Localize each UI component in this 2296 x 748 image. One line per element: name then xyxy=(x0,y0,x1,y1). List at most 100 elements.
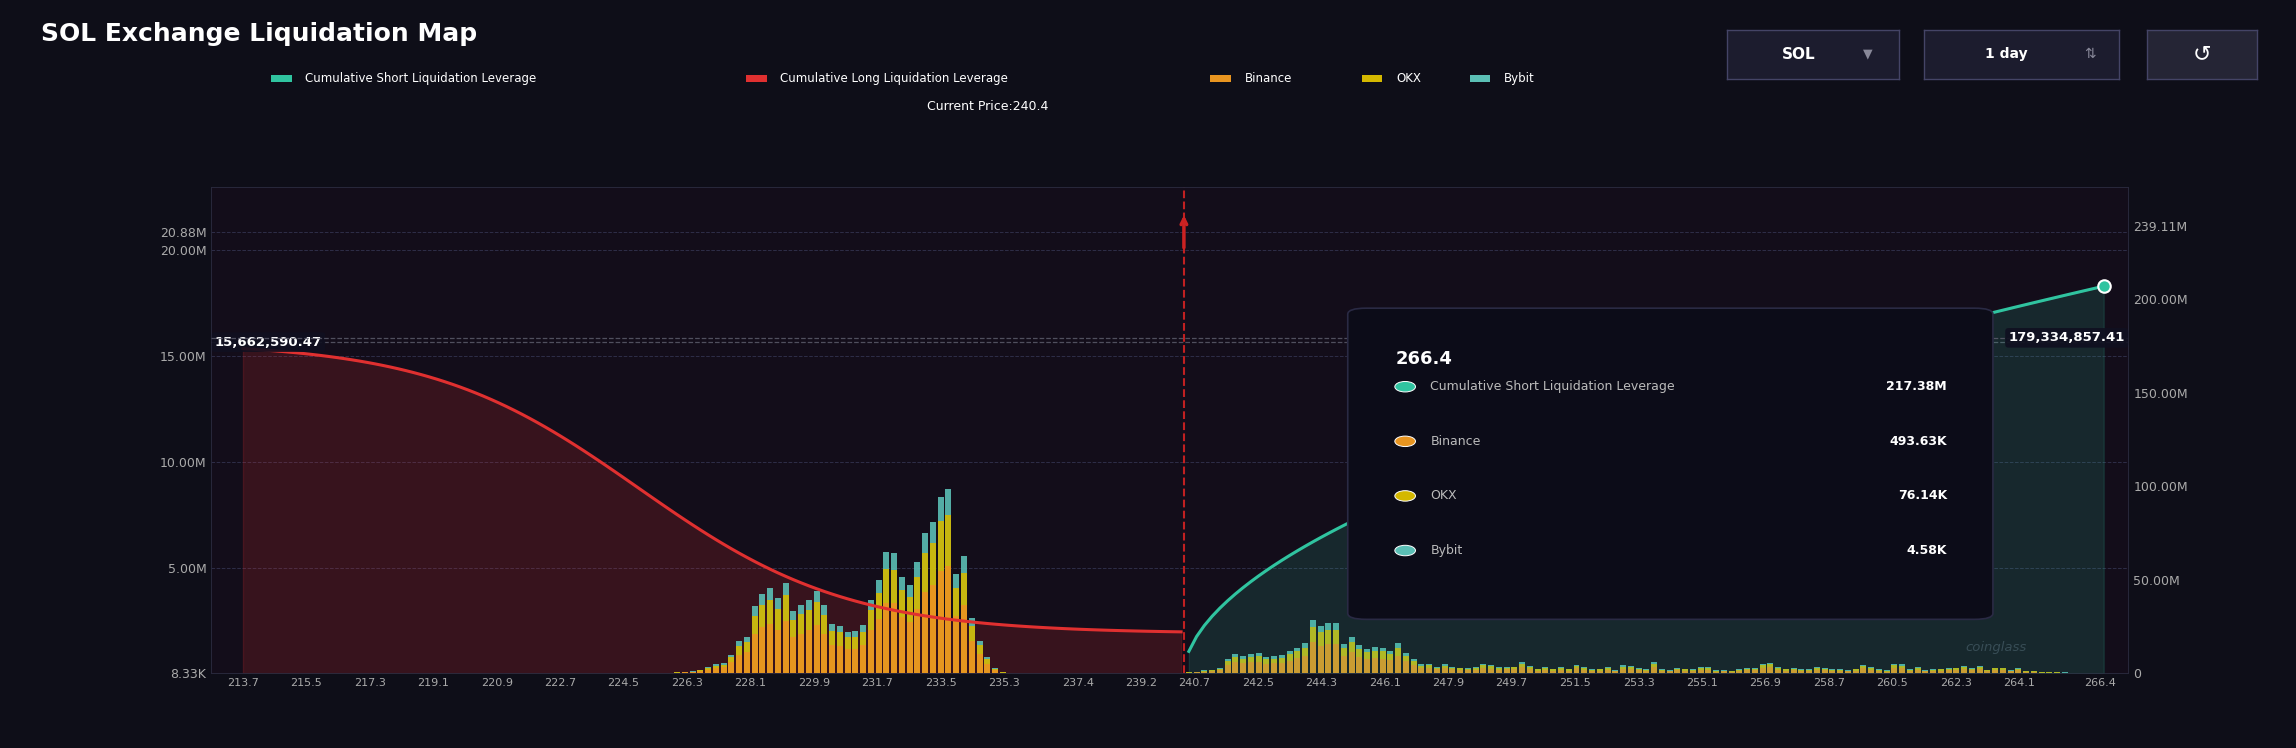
Bar xyxy=(1931,670,1936,673)
Bar xyxy=(1993,670,1998,673)
Bar xyxy=(829,624,836,673)
Bar xyxy=(1759,665,1766,673)
Bar xyxy=(1674,668,1681,673)
Bar xyxy=(1853,671,1860,673)
Bar xyxy=(1458,670,1463,673)
Bar xyxy=(1247,654,1254,673)
Bar xyxy=(1364,649,1371,673)
Bar xyxy=(976,641,983,673)
Bar xyxy=(1690,669,1697,673)
Bar xyxy=(767,600,774,673)
Bar xyxy=(1472,668,1479,673)
Bar xyxy=(838,625,843,673)
Bar xyxy=(1373,647,1378,673)
Bar xyxy=(868,600,875,673)
Bar xyxy=(1596,670,1603,673)
Bar xyxy=(1396,656,1401,673)
Bar xyxy=(1357,657,1362,673)
Bar xyxy=(1279,655,1286,673)
Bar xyxy=(1217,669,1224,673)
Bar xyxy=(1286,660,1293,673)
Bar xyxy=(712,664,719,673)
Bar xyxy=(923,533,928,673)
Bar xyxy=(689,672,696,673)
Bar xyxy=(1224,665,1231,673)
Bar xyxy=(1697,669,1704,673)
Bar xyxy=(1373,651,1378,673)
Bar xyxy=(1543,668,1548,673)
Text: 493.63K: 493.63K xyxy=(1890,435,1947,448)
Bar xyxy=(1683,671,1688,673)
Text: ⇅: ⇅ xyxy=(2085,47,2096,61)
Bar xyxy=(806,599,813,673)
Bar xyxy=(1240,657,1247,673)
Bar xyxy=(783,583,788,673)
Bar xyxy=(861,625,866,673)
Bar xyxy=(1325,623,1332,673)
Bar xyxy=(1752,670,1759,673)
Bar xyxy=(1954,670,1958,673)
Bar xyxy=(705,668,712,673)
Bar xyxy=(1713,672,1720,673)
Bar xyxy=(1589,671,1596,673)
Bar xyxy=(1573,669,1580,673)
Bar xyxy=(1334,630,1339,673)
Bar xyxy=(1185,672,1192,673)
Bar xyxy=(1396,643,1401,673)
Bar xyxy=(1908,669,1913,673)
Bar xyxy=(985,659,990,673)
Text: OKX: OKX xyxy=(1396,72,1421,85)
Bar xyxy=(1279,657,1286,673)
Bar xyxy=(1860,669,1867,673)
Bar xyxy=(1713,671,1720,673)
Bar xyxy=(1938,670,1945,673)
Bar xyxy=(1853,669,1860,673)
Bar xyxy=(1745,670,1750,673)
Bar xyxy=(900,577,905,673)
Bar xyxy=(1497,669,1502,673)
Bar xyxy=(1387,651,1394,673)
Bar xyxy=(1860,665,1867,673)
Bar xyxy=(1775,668,1782,673)
Bar xyxy=(845,649,852,673)
Bar xyxy=(737,646,742,673)
Bar xyxy=(1892,668,1896,673)
Bar xyxy=(1596,669,1603,673)
Bar xyxy=(914,562,921,673)
Bar xyxy=(751,634,758,673)
Bar xyxy=(1846,671,1851,673)
Bar xyxy=(1720,672,1727,673)
Bar xyxy=(1674,670,1681,673)
Bar xyxy=(937,497,944,673)
Bar xyxy=(1410,661,1417,673)
Bar xyxy=(930,543,937,673)
Bar xyxy=(1605,667,1609,673)
Bar xyxy=(1768,663,1773,673)
Bar xyxy=(907,622,914,673)
Bar xyxy=(1302,656,1309,673)
Bar xyxy=(845,631,852,673)
Bar xyxy=(1915,668,1922,673)
Bar xyxy=(675,672,680,673)
Bar xyxy=(1566,669,1573,673)
Bar xyxy=(1821,668,1828,673)
Bar xyxy=(2062,672,2069,673)
Bar xyxy=(962,557,967,673)
Bar xyxy=(1380,658,1387,673)
Bar xyxy=(1325,644,1332,673)
Bar xyxy=(813,591,820,673)
Bar xyxy=(1334,623,1339,673)
Bar xyxy=(937,521,944,673)
Bar xyxy=(822,605,827,673)
Bar xyxy=(1426,664,1433,673)
Bar xyxy=(1256,653,1261,673)
Bar xyxy=(2039,672,2046,673)
Bar xyxy=(1961,669,1968,673)
Bar xyxy=(682,672,689,673)
Bar xyxy=(1908,671,1913,673)
Bar xyxy=(1993,669,1998,673)
Bar xyxy=(1582,668,1587,673)
Bar xyxy=(992,669,999,673)
Bar xyxy=(1612,671,1619,673)
Bar xyxy=(776,630,781,673)
